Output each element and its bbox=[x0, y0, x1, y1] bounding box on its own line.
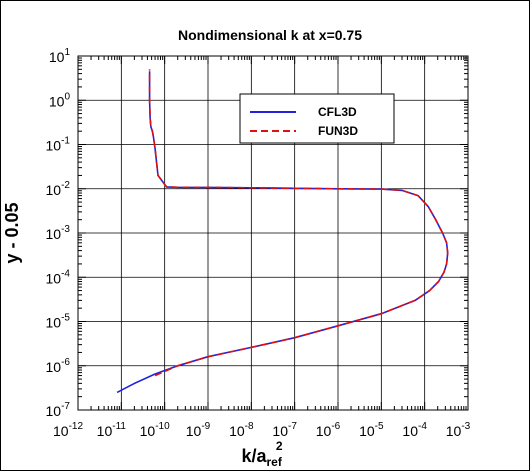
tick-marks bbox=[77, 55, 469, 411]
x-tick-label: 10-3 bbox=[446, 421, 471, 439]
x-tick-label: 10-8 bbox=[229, 421, 254, 439]
y-tick-label: 10-2 bbox=[46, 180, 71, 198]
y-tick-label: 10-5 bbox=[46, 313, 71, 331]
x-tick-label: 10-10 bbox=[140, 421, 170, 439]
x-tick-labels: 10-12 10-11 10-10 10-9 10-8 10-7 10-6 10-5 10-4 1… bbox=[53, 421, 471, 439]
x-tick-label: 10-4 bbox=[402, 421, 427, 439]
y-tick-labels: 10-7 10-6 10-5 10-4 10-3 10-2 10-1 100 101 bbox=[46, 47, 71, 419]
legend-label-fun3d: FUN3D bbox=[318, 124, 358, 138]
y-tick-label: 10-6 bbox=[46, 357, 71, 375]
x-tick-label: 10-5 bbox=[359, 421, 384, 439]
series-line-fun3d bbox=[148, 69, 449, 377]
chart-title: Nondimensional k at x=0.75 bbox=[178, 27, 362, 43]
legend-box bbox=[239, 93, 395, 144]
y-tick-label: 100 bbox=[49, 91, 71, 109]
x-tick-label: 10-7 bbox=[272, 421, 297, 439]
series-layer bbox=[116, 69, 449, 394]
legend: CFL3D FUN3D bbox=[239, 93, 395, 144]
y-tick-label: 10-4 bbox=[46, 268, 71, 286]
y-tick-label: 10-3 bbox=[46, 224, 71, 242]
grid bbox=[78, 56, 468, 410]
legend-label-cfl3d: CFL3D bbox=[318, 105, 357, 119]
y-tick-label: 10-1 bbox=[46, 136, 71, 154]
y-tick-label: 101 bbox=[49, 47, 71, 65]
x-tick-label: 10-6 bbox=[316, 421, 341, 439]
x-tick-label: 10-12 bbox=[53, 421, 83, 439]
x-tick-label: 10-11 bbox=[97, 421, 127, 439]
x-tick-label: 10-9 bbox=[186, 421, 211, 439]
x-axis-label: k/aref2 bbox=[241, 439, 282, 469]
y-axis-label: y - 0.05 bbox=[2, 202, 22, 263]
y-tick-label: 10-7 bbox=[46, 401, 71, 419]
